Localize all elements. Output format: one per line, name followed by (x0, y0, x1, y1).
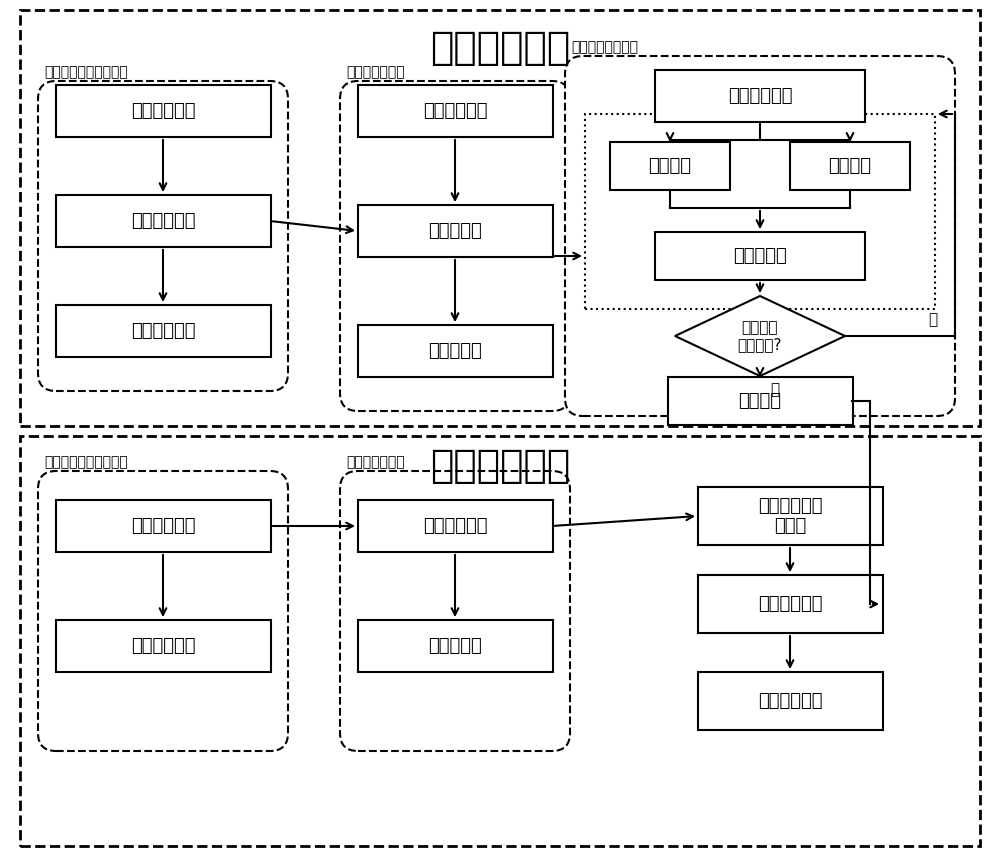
Text: 预处理后的实
时数据: 预处理后的实 时数据 (758, 496, 822, 535)
Bar (358, 620, 552, 672)
Bar (610, 142, 730, 190)
Bar (56, 620, 270, 672)
FancyBboxPatch shape (340, 471, 570, 751)
Text: 特征归一化: 特征归一化 (428, 637, 482, 655)
Bar (655, 70, 865, 122)
Bar (698, 575, 883, 633)
Text: 网络流量数据采集模块: 网络流量数据采集模块 (44, 65, 128, 79)
Bar (56, 305, 270, 357)
Text: 离线训练阶段: 离线训练阶段 (430, 29, 570, 67)
Text: 符号特征转换: 符号特征转换 (423, 102, 487, 120)
Text: 流量矩阵生成: 流量矩阵生成 (728, 87, 792, 105)
Text: 特征归一化: 特征归一化 (428, 222, 482, 240)
FancyBboxPatch shape (340, 81, 570, 411)
Bar (358, 500, 552, 552)
Bar (56, 500, 270, 552)
Text: 核心检测分析模块: 核心检测分析模块 (571, 40, 638, 54)
Text: 流量特征提取: 流量特征提取 (131, 637, 195, 655)
Bar (698, 487, 883, 545)
Bar (358, 85, 552, 137)
Bar (56, 195, 270, 247)
Text: 网络流量数据采集模块: 网络流量数据采集模块 (44, 455, 128, 469)
Bar (668, 377, 852, 425)
Polygon shape (675, 296, 845, 376)
FancyBboxPatch shape (38, 471, 288, 751)
Bar (358, 325, 552, 377)
Text: 网络流量采集: 网络流量采集 (131, 517, 195, 535)
FancyBboxPatch shape (565, 56, 955, 416)
Text: 网络流量采集: 网络流量采集 (131, 102, 195, 120)
Text: 到达训练
迭代次数?: 到达训练 迭代次数? (738, 320, 782, 352)
Text: 流量特征提取: 流量特征提取 (131, 212, 195, 230)
FancyBboxPatch shape (38, 81, 288, 391)
Bar (790, 142, 910, 190)
Text: 训练数据集: 训练数据集 (428, 342, 482, 360)
Bar (698, 672, 883, 730)
Text: 结果响应模块: 结果响应模块 (758, 692, 822, 710)
Text: 符号特征转换: 符号特征转换 (423, 517, 487, 535)
Bar (20, 10, 980, 426)
Text: 数据预处理模块: 数据预处理模块 (346, 455, 405, 469)
Text: 否: 否 (928, 312, 938, 328)
Text: 数据人工标注: 数据人工标注 (131, 322, 195, 340)
Text: 是: 是 (770, 383, 780, 397)
Text: 异常流量检测: 异常流量检测 (758, 595, 822, 613)
Bar (585, 114, 935, 308)
Bar (358, 205, 552, 257)
Text: 注意力机制: 注意力机制 (733, 247, 787, 265)
Text: 检测模型: 检测模型 (738, 392, 782, 410)
Text: 数据预处理模块: 数据预处理模块 (346, 65, 405, 79)
Bar (20, 436, 980, 846)
Text: 实时检测阶段: 实时检测阶段 (430, 447, 570, 485)
Text: 一维卷积: 一维卷积 (648, 157, 692, 175)
Bar (56, 85, 270, 137)
Bar (655, 232, 865, 280)
Text: 二维卷积: 二维卷积 (828, 157, 872, 175)
